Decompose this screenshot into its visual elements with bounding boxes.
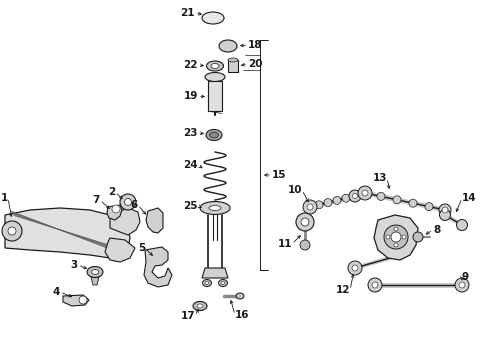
Ellipse shape	[210, 63, 219, 68]
Circle shape	[8, 227, 16, 235]
Circle shape	[2, 221, 22, 241]
Circle shape	[120, 194, 136, 210]
Text: 24: 24	[183, 160, 198, 170]
Text: 5: 5	[138, 243, 145, 253]
Text: 2: 2	[107, 187, 115, 197]
Polygon shape	[63, 295, 89, 306]
Circle shape	[324, 199, 331, 207]
Circle shape	[305, 203, 313, 211]
Ellipse shape	[197, 304, 203, 308]
Text: 7: 7	[92, 195, 100, 205]
Text: 21: 21	[180, 8, 195, 18]
Circle shape	[79, 296, 87, 304]
Ellipse shape	[202, 12, 224, 24]
Ellipse shape	[227, 58, 238, 62]
Circle shape	[385, 235, 389, 239]
Circle shape	[314, 201, 323, 209]
Circle shape	[357, 186, 371, 200]
Circle shape	[341, 194, 349, 202]
Circle shape	[438, 204, 450, 216]
Circle shape	[367, 278, 381, 292]
Circle shape	[351, 265, 357, 271]
Circle shape	[371, 282, 377, 288]
Text: 22: 22	[183, 60, 198, 70]
Ellipse shape	[205, 130, 222, 140]
Bar	[207, 81, 222, 111]
Polygon shape	[91, 277, 99, 285]
Circle shape	[458, 282, 464, 288]
Circle shape	[124, 198, 131, 206]
Ellipse shape	[236, 293, 244, 299]
Text: 15: 15	[271, 170, 286, 180]
Circle shape	[401, 235, 405, 239]
Circle shape	[306, 204, 312, 210]
Ellipse shape	[87, 266, 103, 278]
Text: 14: 14	[461, 193, 476, 203]
Text: 17: 17	[180, 311, 195, 321]
Circle shape	[408, 199, 416, 207]
Circle shape	[332, 197, 340, 204]
Circle shape	[424, 203, 432, 211]
Text: 18: 18	[247, 40, 262, 50]
Polygon shape	[146, 208, 163, 233]
Text: 6: 6	[130, 200, 138, 210]
Ellipse shape	[204, 72, 224, 81]
Polygon shape	[202, 268, 227, 278]
Circle shape	[299, 240, 309, 250]
Ellipse shape	[91, 270, 98, 274]
Polygon shape	[110, 208, 140, 235]
Circle shape	[393, 227, 397, 231]
Polygon shape	[373, 215, 417, 260]
Circle shape	[392, 196, 400, 204]
Circle shape	[301, 218, 308, 226]
Circle shape	[412, 232, 422, 242]
Text: 9: 9	[461, 272, 468, 282]
Circle shape	[348, 190, 360, 202]
Ellipse shape	[218, 279, 227, 287]
Text: 23: 23	[183, 128, 198, 138]
Circle shape	[361, 190, 367, 196]
Polygon shape	[5, 208, 130, 258]
Circle shape	[393, 243, 397, 247]
Circle shape	[295, 213, 313, 231]
Circle shape	[390, 232, 400, 242]
Circle shape	[439, 210, 449, 220]
Text: 16: 16	[235, 310, 249, 320]
Circle shape	[456, 220, 467, 230]
Circle shape	[112, 205, 120, 213]
Circle shape	[376, 192, 384, 201]
Circle shape	[352, 194, 357, 198]
Text: 25: 25	[183, 201, 198, 211]
Text: 13: 13	[372, 173, 386, 183]
Text: 12: 12	[335, 285, 349, 295]
Circle shape	[441, 207, 447, 213]
Polygon shape	[107, 205, 122, 220]
Circle shape	[303, 200, 316, 214]
Bar	[227, 60, 238, 72]
Ellipse shape	[219, 40, 237, 52]
Text: 1: 1	[1, 193, 8, 203]
Text: 20: 20	[247, 59, 262, 69]
Text: 19: 19	[183, 91, 198, 101]
Text: 4: 4	[53, 287, 60, 297]
Text: 11: 11	[277, 239, 291, 249]
Ellipse shape	[209, 132, 218, 138]
Ellipse shape	[200, 202, 229, 215]
Polygon shape	[105, 238, 135, 262]
Ellipse shape	[208, 206, 221, 211]
Polygon shape	[143, 247, 172, 287]
Circle shape	[347, 261, 361, 275]
Ellipse shape	[202, 279, 211, 287]
Text: 3: 3	[71, 260, 78, 270]
Ellipse shape	[204, 282, 208, 284]
Ellipse shape	[193, 302, 206, 310]
Ellipse shape	[206, 61, 223, 71]
Circle shape	[383, 225, 407, 249]
Text: 10: 10	[287, 185, 302, 195]
Ellipse shape	[221, 282, 224, 284]
Text: 8: 8	[432, 225, 439, 235]
Circle shape	[454, 278, 468, 292]
